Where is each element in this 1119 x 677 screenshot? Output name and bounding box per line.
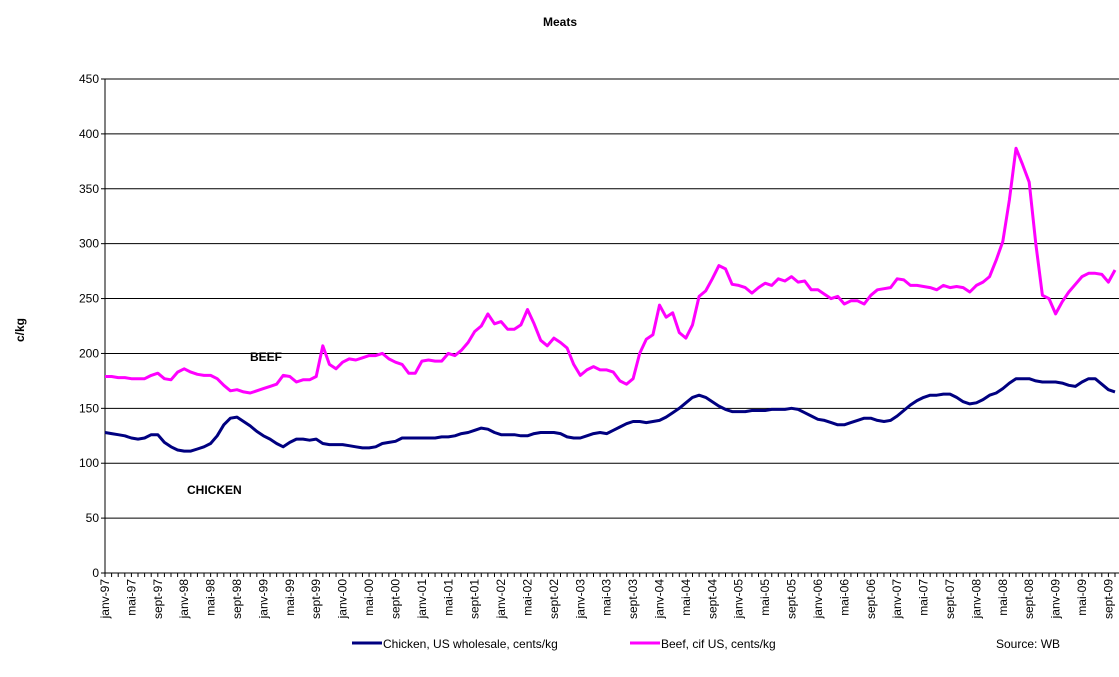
y-tick-label: 200	[79, 346, 99, 360]
x-tick-label: mai-09	[1075, 579, 1089, 616]
x-tick-label: janv-08	[969, 579, 983, 620]
x-tick-label: janv-00	[336, 579, 350, 620]
annotation: CHICKEN	[187, 483, 242, 497]
chart-title: Meats	[543, 15, 577, 29]
y-tick-label: 50	[86, 511, 100, 525]
x-tick-label: janv-04	[653, 579, 667, 620]
x-tick-label: janv-03	[573, 579, 587, 620]
x-tick-label: mai-08	[996, 579, 1010, 616]
legend-label: Beef, cif US, cents/kg	[661, 637, 776, 651]
y-tick-label: 150	[79, 401, 99, 415]
x-tick-label: sept-08	[1022, 579, 1036, 619]
legend-label: Chicken, US wholesale, cents/kg	[383, 637, 558, 651]
x-tick-label: mai-97	[124, 579, 138, 616]
series-line	[105, 146, 1117, 395]
x-tick-label: sept-05	[785, 579, 799, 619]
x-tick-label: janv-07	[890, 579, 904, 620]
x-tick-label: sept-02	[547, 579, 561, 619]
x-tick-label: janv-06	[811, 579, 825, 620]
x-tick-label: sept-98	[230, 579, 244, 619]
x-tick-label: sept-06	[864, 579, 878, 619]
x-tick-label: janv-05	[732, 579, 746, 620]
x-tick-label: janv-98	[177, 579, 191, 620]
x-tick-label: janv-09	[1049, 579, 1063, 620]
x-tick-label: janv-99	[256, 579, 270, 620]
x-tick-label: mai-02	[520, 579, 534, 616]
x-tick-label: janv-97	[98, 579, 112, 620]
y-axis-label: c/kg	[13, 318, 27, 342]
y-tick-label: 400	[79, 127, 99, 141]
x-tick-label: sept-04	[705, 579, 719, 619]
x-tick-label: sept-97	[151, 579, 165, 619]
source-note: Source: WB	[996, 637, 1060, 651]
x-tick-label: mai-03	[600, 579, 614, 616]
x-tick-label: mai-99	[283, 579, 297, 616]
x-tick-label: sept-07	[943, 579, 957, 619]
x-tick-label: mai-06	[837, 579, 851, 616]
annotation: BEEF	[250, 350, 282, 364]
x-tick-label: mai-04	[679, 579, 693, 616]
y-tick-label: 250	[79, 292, 99, 306]
x-tick-label: mai-01	[441, 579, 455, 616]
x-tick-label: sept-09	[1101, 579, 1115, 619]
y-tick-label: 100	[79, 456, 99, 470]
x-tick-label: sept-01	[468, 579, 482, 619]
x-tick-label: mai-07	[917, 579, 931, 616]
x-tick-label: sept-99	[309, 579, 323, 619]
x-tick-label: sept-00	[388, 579, 402, 619]
x-tick-label: janv-01	[415, 579, 429, 620]
x-tick-label: sept-03	[626, 579, 640, 619]
x-tick-label: mai-05	[758, 579, 772, 616]
x-tick-label: mai-00	[362, 579, 376, 616]
series-line	[104, 377, 1116, 453]
x-tick-label: mai-98	[204, 579, 218, 616]
y-tick-label: 0	[92, 566, 99, 580]
y-tick-label: 450	[79, 72, 99, 86]
y-tick-label: 300	[79, 237, 99, 251]
y-tick-label: 350	[79, 182, 99, 196]
x-tick-label: janv-02	[494, 579, 508, 620]
